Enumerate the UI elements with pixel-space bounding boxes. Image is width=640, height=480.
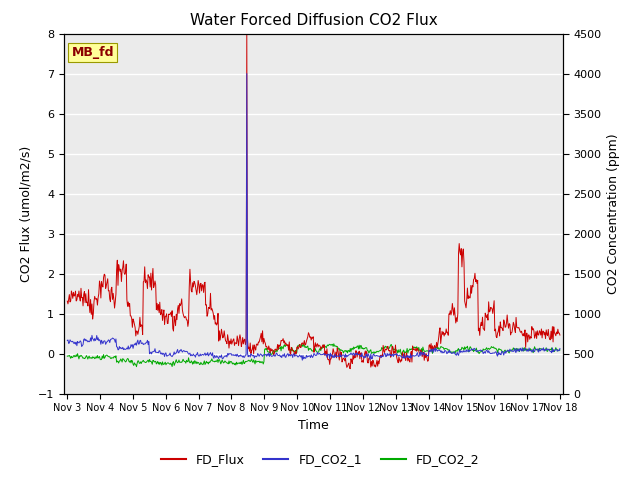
FD_Flux: [72, 298, 80, 304]
FD_CO2_1: [389, 351, 397, 357]
Legend: FD_Flux, FD_CO2_1, FD_CO2_2: FD_Flux, FD_CO2_1, FD_CO2_2: [156, 448, 484, 471]
X-axis label: Time: Time: [298, 419, 329, 432]
Y-axis label: CO2 Flux (umol/m2/s): CO2 Flux (umol/m2/s): [19, 145, 33, 282]
FD_Flux: [374, 358, 382, 364]
FD_CO2_1: [374, 353, 382, 359]
FD_CO2_1: [199, 352, 207, 358]
FD_CO2_1: [123, 345, 131, 351]
FD_CO2_2: [389, 344, 397, 350]
FD_Flux: [556, 332, 564, 338]
FD_Flux: [123, 297, 131, 302]
Y-axis label: CO2 Concentration (ppm): CO2 Concentration (ppm): [607, 133, 620, 294]
Line: FD_CO2_2: FD_CO2_2: [67, 344, 560, 367]
FD_Flux: [199, 282, 207, 288]
FD_CO2_2: [556, 347, 564, 353]
Title: Water Forced Diffusion CO2 Flux: Water Forced Diffusion CO2 Flux: [189, 13, 438, 28]
FD_CO2_2: [123, 357, 131, 362]
FD_CO2_1: [556, 346, 564, 351]
FD_CO2_1: [243, 71, 251, 76]
FD_CO2_1: [63, 337, 71, 343]
FD_CO2_2: [200, 360, 207, 366]
FD_CO2_2: [132, 364, 140, 370]
FD_Flux: [173, 317, 180, 323]
FD_Flux: [346, 366, 354, 372]
FD_CO2_2: [330, 341, 338, 347]
FD_Flux: [243, 31, 251, 36]
FD_CO2_2: [72, 352, 80, 358]
FD_Flux: [63, 298, 71, 304]
FD_CO2_2: [63, 353, 71, 359]
FD_Flux: [389, 344, 397, 349]
Line: FD_Flux: FD_Flux: [67, 34, 560, 369]
FD_CO2_2: [374, 349, 382, 355]
Line: FD_CO2_1: FD_CO2_1: [67, 73, 560, 360]
Text: MB_fd: MB_fd: [72, 46, 114, 59]
FD_CO2_1: [173, 348, 180, 354]
FD_CO2_1: [72, 339, 80, 345]
FD_CO2_2: [173, 360, 181, 366]
FD_CO2_1: [298, 357, 306, 363]
